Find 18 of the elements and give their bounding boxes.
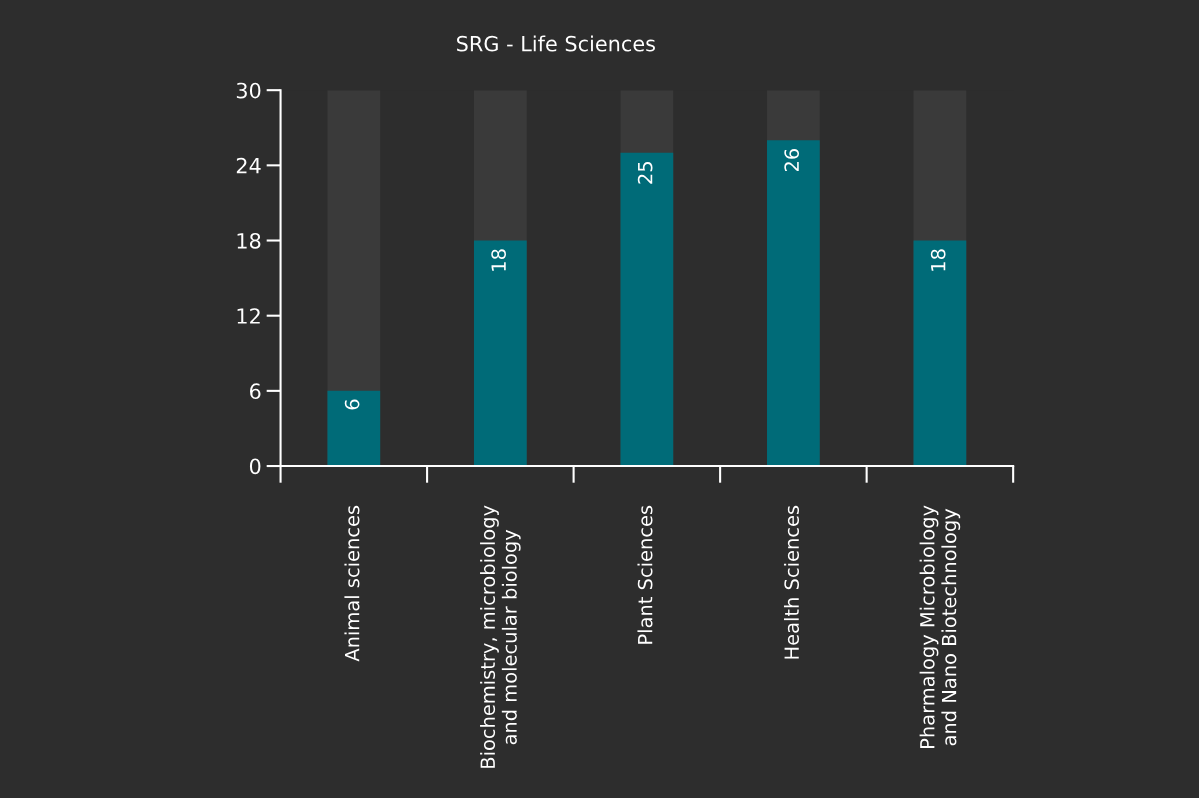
x-tick-label: Biochemistry, microbiology and molecular biology bbox=[480, 505, 521, 768]
y-tick-label: 18 bbox=[237, 232, 261, 249]
data-label: 18 bbox=[491, 249, 506, 271]
data-label: 6 bbox=[344, 399, 360, 410]
data-label: 26 bbox=[784, 149, 800, 172]
bar bbox=[327, 390, 381, 467]
y-tick-label: 6 bbox=[250, 383, 261, 400]
y-tick-label: 24 bbox=[236, 157, 261, 174]
y-tick-label: 30 bbox=[236, 82, 261, 99]
data-label: 25 bbox=[637, 162, 653, 184]
data-label: 18 bbox=[930, 249, 946, 271]
y-tick-label: 12 bbox=[237, 308, 260, 324]
y-tick-label: 0 bbox=[249, 458, 261, 475]
x-tick-label: Pharmalogy Microbiology and Nano Biotechnology bbox=[919, 505, 961, 748]
x-tick-label: Plant Sciences bbox=[637, 505, 653, 644]
x-tick-label: Health Sciences bbox=[783, 505, 800, 659]
x-tick-label: Animal sciences bbox=[344, 505, 360, 662]
chart-title: SRG - Life Sciences bbox=[456, 35, 655, 52]
